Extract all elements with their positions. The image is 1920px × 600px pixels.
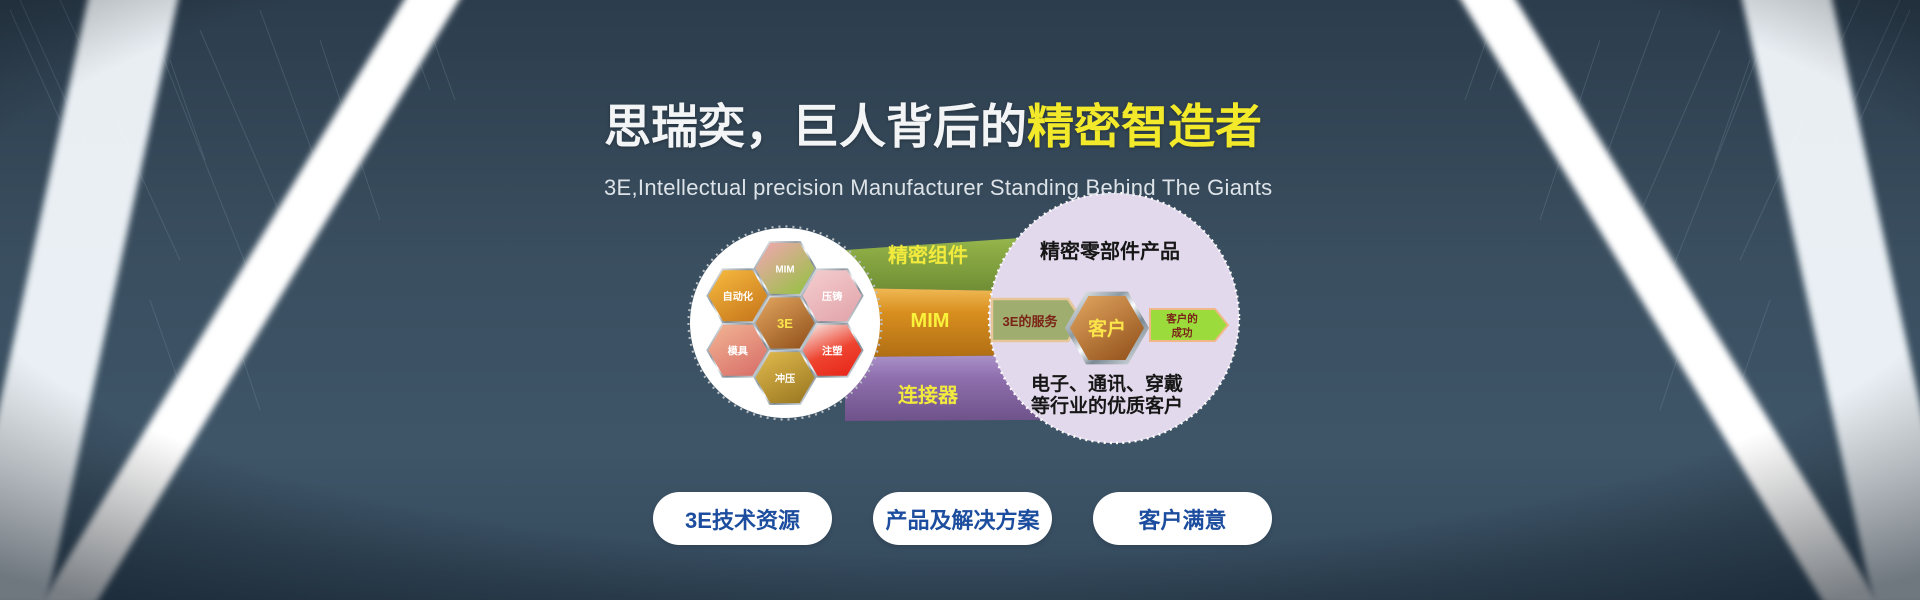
svg-text:MIM: MIM — [911, 310, 950, 332]
svg-text:成功: 成功 — [1172, 326, 1194, 339]
svg-text:压铸: 压铸 — [822, 290, 842, 303]
svg-text:客户的: 客户的 — [1165, 312, 1198, 325]
svg-text:精密组件: 精密组件 — [888, 243, 968, 267]
svg-text:电子、通讯、穿戴: 电子、通讯、穿戴 — [1031, 372, 1183, 395]
svg-text:自动化: 自动化 — [723, 290, 754, 303]
svg-text:冲压: 冲压 — [775, 372, 795, 385]
svg-text:模具: 模具 — [728, 345, 749, 358]
svg-text:精密零部件产品: 精密零部件产品 — [1040, 239, 1180, 263]
svg-text:连接器: 连接器 — [898, 383, 959, 407]
svg-text:等行业的优质客户: 等行业的优质客户 — [1030, 394, 1183, 417]
svg-text:客户: 客户 — [1088, 317, 1126, 340]
svg-text:3E的服务: 3E的服务 — [1003, 314, 1059, 329]
svg-text:MIM: MIM — [775, 264, 794, 275]
svg-text:注塑: 注塑 — [822, 345, 842, 358]
svg-text:3E: 3E — [777, 316, 793, 331]
